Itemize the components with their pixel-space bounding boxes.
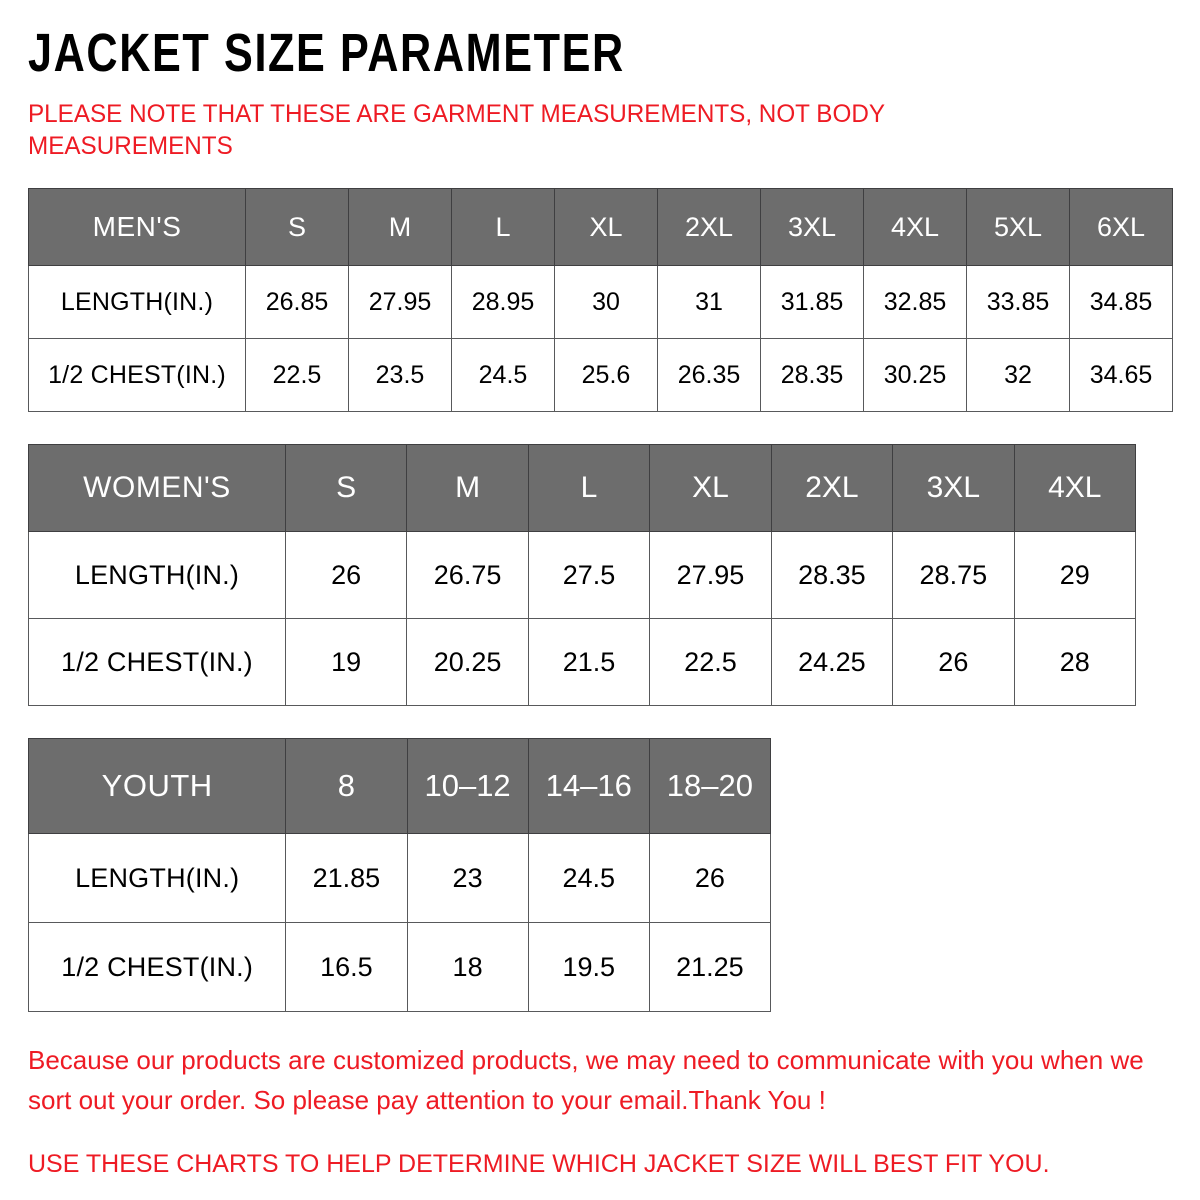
- mens-chest-m: 23.5: [348, 338, 452, 412]
- youth-col-18-20: 18–20: [648, 738, 772, 834]
- womens-col-3xl: 3XL: [892, 444, 1015, 532]
- youth-length-18-20: 26: [648, 833, 772, 923]
- table-row: 1/2 CHEST(IN.) 16.5 18 19.5 21.25: [27, 922, 772, 1012]
- mens-length-m: 27.95: [348, 265, 452, 339]
- mens-length-3xl: 31.85: [760, 265, 864, 339]
- mens-chest-xl: 25.6: [554, 338, 658, 412]
- mens-length-6xl: 34.85: [1069, 265, 1173, 339]
- table-row: 1/2 CHEST(IN.) 22.5 23.5 24.5 25.6 26.35…: [28, 338, 1173, 412]
- youth-length-14-16: 24.5: [527, 833, 650, 923]
- page-title: JACKET SIZE PARAMETER: [28, 23, 625, 83]
- mens-length-s: 26.85: [245, 265, 349, 339]
- mens-chest-l: 24.5: [451, 338, 555, 412]
- youth-col-8: 8: [285, 738, 408, 834]
- mens-col-5xl: 5XL: [966, 188, 1070, 266]
- womens-col-l: L: [527, 444, 651, 532]
- mens-length-2xl: 31: [657, 265, 761, 339]
- mens-size-table: MEN'S S M L XL 2XL 3XL 4XL 5XL 6XL LENGT…: [28, 188, 1173, 412]
- table-row: LENGTH(IN.) 26 26.75 27.5 27.95 28.35 28…: [28, 531, 1137, 619]
- womens-chest-3xl: 26: [892, 618, 1015, 706]
- womens-table-body: LENGTH(IN.) 26 26.75 27.5 27.95 28.35 28…: [28, 531, 1137, 706]
- youth-length-label: LENGTH(IN.): [27, 833, 287, 923]
- womens-table-header: WOMEN'S S M L XL 2XL 3XL 4XL: [28, 444, 1137, 532]
- youth-table-header: YOUTH 8 10–12 14–16 18–20: [27, 738, 772, 834]
- mens-table-header: MEN'S S M L XL 2XL 3XL 4XL 5XL 6XL: [28, 188, 1173, 266]
- womens-col-m: M: [406, 444, 529, 532]
- womens-length-label: LENGTH(IN.): [28, 531, 286, 619]
- youth-length-10-12: 23: [406, 833, 529, 923]
- womens-length-m: 26.75: [406, 531, 529, 619]
- womens-chest-4xl: 28: [1013, 618, 1137, 706]
- use-charts-note: USE THESE CHARTS TO HELP DETERMINE WHICH…: [28, 1149, 1050, 1178]
- womens-chest-xl: 22.5: [649, 618, 772, 706]
- mens-chest-label: 1/2 CHEST(IN.): [28, 338, 246, 412]
- youth-header-label: YOUTH: [27, 738, 287, 834]
- womens-col-4xl: 4XL: [1013, 444, 1137, 532]
- table-row: LENGTH(IN.) 26.85 27.95 28.95 30 31 31.8…: [28, 265, 1173, 339]
- mens-length-4xl: 32.85: [863, 265, 967, 339]
- mens-chest-4xl: 30.25: [863, 338, 967, 412]
- mens-col-6xl: 6XL: [1069, 188, 1173, 266]
- mens-col-xl: XL: [554, 188, 658, 266]
- mens-col-m: M: [348, 188, 452, 266]
- youth-chest-10-12: 18: [406, 922, 529, 1012]
- mens-col-4xl: 4XL: [863, 188, 967, 266]
- womens-length-xl: 27.95: [649, 531, 772, 619]
- womens-chest-2xl: 24.25: [770, 618, 894, 706]
- womens-length-3xl: 28.75: [892, 531, 1015, 619]
- youth-chest-14-16: 19.5: [527, 922, 650, 1012]
- womens-length-s: 26: [284, 531, 408, 619]
- mens-length-5xl: 33.85: [966, 265, 1070, 339]
- mens-col-s: S: [245, 188, 349, 266]
- youth-length-8: 21.85: [285, 833, 408, 923]
- table-header-row: YOUTH 8 10–12 14–16 18–20: [27, 738, 772, 834]
- mens-chest-6xl: 34.65: [1069, 338, 1173, 412]
- womens-length-4xl: 29: [1013, 531, 1137, 619]
- youth-chest-18-20: 21.25: [648, 922, 772, 1012]
- mens-length-l: 28.95: [451, 265, 555, 339]
- youth-chest-8: 16.5: [285, 922, 408, 1012]
- mens-table-body: LENGTH(IN.) 26.85 27.95 28.95 30 31 31.8…: [28, 265, 1173, 412]
- table-header-row: WOMEN'S S M L XL 2XL 3XL 4XL: [28, 444, 1137, 532]
- youth-col-14-16: 14–16: [527, 738, 650, 834]
- womens-chest-l: 21.5: [527, 618, 651, 706]
- youth-chest-label: 1/2 CHEST(IN.): [27, 922, 287, 1012]
- womens-col-s: S: [284, 444, 408, 532]
- womens-header-label: WOMEN'S: [28, 444, 286, 532]
- mens-chest-s: 22.5: [245, 338, 349, 412]
- youth-size-table: YOUTH 8 10–12 14–16 18–20 LENGTH(IN.) 21…: [27, 738, 772, 1012]
- table-row: LENGTH(IN.) 21.85 23 24.5 26: [27, 833, 772, 923]
- womens-length-2xl: 28.35: [770, 531, 894, 619]
- womens-col-xl: XL: [649, 444, 772, 532]
- womens-chest-m: 20.25: [406, 618, 529, 706]
- mens-col-3xl: 3XL: [760, 188, 864, 266]
- womens-col-2xl: 2XL: [770, 444, 894, 532]
- youth-col-10-12: 10–12: [406, 738, 529, 834]
- youth-table-body: LENGTH(IN.) 21.85 23 24.5 26 1/2 CHEST(I…: [27, 833, 772, 1012]
- womens-chest-label: 1/2 CHEST(IN.): [28, 618, 286, 706]
- mens-length-label: LENGTH(IN.): [28, 265, 246, 339]
- womens-chest-s: 19: [284, 618, 408, 706]
- womens-size-table: WOMEN'S S M L XL 2XL 3XL 4XL LENGTH(IN.)…: [28, 444, 1137, 706]
- mens-header-label: MEN'S: [28, 188, 246, 266]
- womens-length-l: 27.5: [527, 531, 651, 619]
- mens-col-2xl: 2XL: [657, 188, 761, 266]
- customized-products-note: Because our products are customized prod…: [28, 1045, 1144, 1116]
- mens-length-xl: 30: [554, 265, 658, 339]
- mens-col-l: L: [451, 188, 555, 266]
- table-header-row: MEN'S S M L XL 2XL 3XL 4XL 5XL 6XL: [28, 188, 1173, 266]
- mens-chest-2xl: 26.35: [657, 338, 761, 412]
- mens-chest-5xl: 32: [966, 338, 1070, 412]
- mens-chest-3xl: 28.35: [760, 338, 864, 412]
- garment-measurement-note: PLEASE NOTE THAT THESE ARE GARMENT MEASU…: [28, 100, 885, 160]
- table-row: 1/2 CHEST(IN.) 19 20.25 21.5 22.5 24.25 …: [28, 618, 1137, 706]
